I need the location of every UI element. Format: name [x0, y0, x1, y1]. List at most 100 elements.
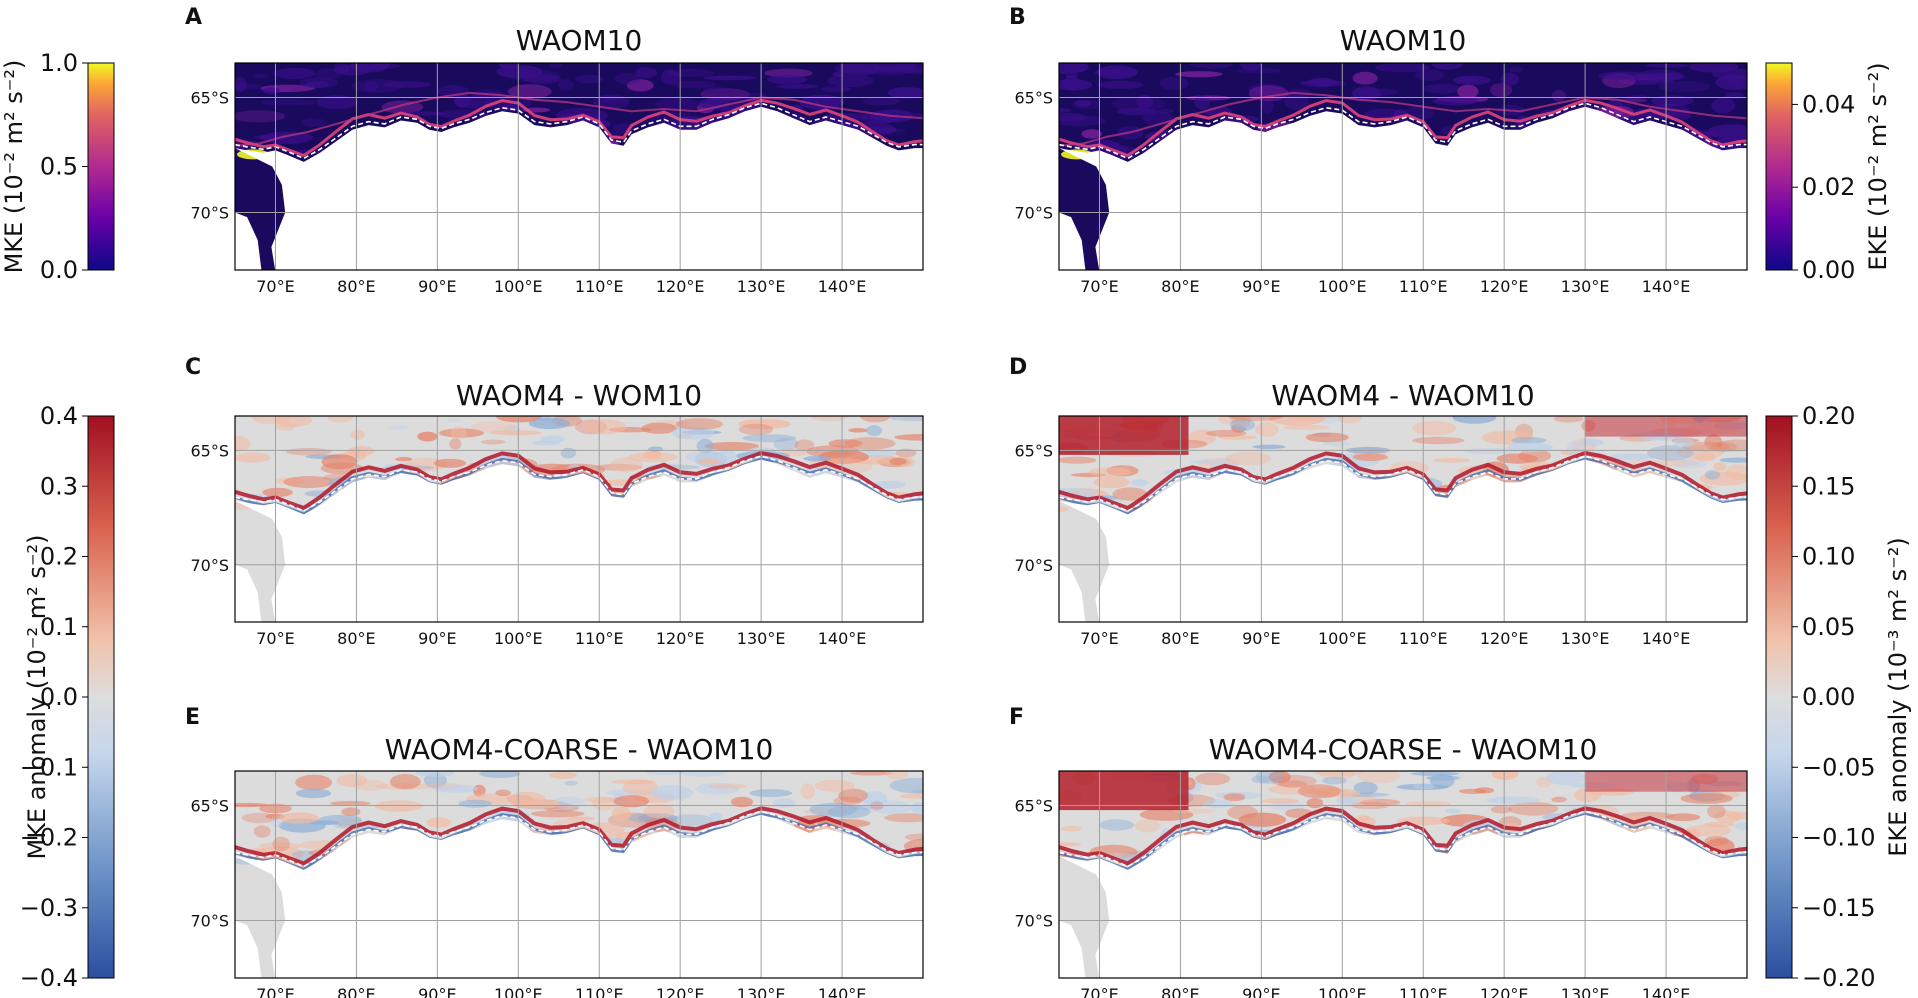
panel-letter: E [185, 705, 200, 730]
field-patch [838, 788, 868, 803]
panel-title: WAOM10 [1340, 24, 1467, 57]
field-patch [695, 782, 740, 795]
lon-tick-label: 110°E [575, 985, 624, 998]
field-patch [1666, 813, 1701, 822]
field-patch [416, 771, 455, 777]
panel-d-map [1059, 416, 1747, 622]
lat-tick-label: 65°S [190, 797, 229, 816]
lon-tick-label: 100°E [1318, 277, 1367, 296]
field-patch [850, 771, 893, 776]
lon-tick-label: 80°E [337, 629, 375, 648]
field-patch [426, 817, 452, 828]
field-patch [1268, 771, 1291, 783]
slope-current [1059, 98, 1747, 158]
colorbar-tick-label: −0.15 [1802, 894, 1876, 922]
field-patch [1725, 464, 1747, 480]
field-patch [1284, 94, 1309, 110]
panel-a-map [235, 63, 923, 270]
colorbar-tick-label: 0.1 [40, 613, 78, 641]
field-patch [1459, 788, 1487, 794]
field-patch [1203, 799, 1234, 809]
field-patch [1194, 95, 1210, 110]
panel-letter: F [1009, 705, 1024, 730]
lon-tick-label: 100°E [1318, 985, 1367, 998]
field-patch [1694, 453, 1717, 462]
field-patch [872, 63, 917, 73]
colorbar-tick-label: 0.02 [1802, 173, 1855, 201]
field-patch [1500, 73, 1519, 86]
field-patch [1227, 805, 1258, 820]
field-patch [471, 421, 517, 433]
field-patch [1223, 793, 1246, 802]
colorbar-tick-label: 1.0 [40, 49, 78, 77]
antarctic-land [1059, 459, 1747, 622]
panel-e: 70°E 80°E 90°E 100°E 110°E 120°E 130°E 140°E 65°… [185, 705, 924, 998]
field-patch [1071, 100, 1101, 110]
colorbar-gradient [1765, 62, 1793, 271]
field-patch [904, 833, 923, 841]
field-patch [253, 825, 271, 838]
field-patch [1268, 416, 1325, 426]
field-patch [833, 796, 863, 806]
field-patch [596, 463, 643, 471]
lon-tick-label: 140°E [818, 629, 867, 648]
field-patch [395, 457, 412, 462]
field-patch [709, 812, 723, 822]
lon-tick-label: 100°E [494, 629, 543, 648]
field-patch [329, 800, 371, 806]
lon-tick-label: 140°E [1642, 985, 1691, 998]
field-patch [1262, 798, 1299, 804]
panel-f: 70°E 80°E 90°E 100°E 110°E 120°E 130°E 140°E 65°… [1009, 705, 1748, 998]
anomaly-jet-positive [1059, 806, 1747, 866]
field-patch [1605, 106, 1634, 119]
eke-hotspot-west [1059, 416, 1189, 455]
field-patch [910, 802, 923, 815]
field-patch [742, 434, 797, 443]
colorbar-tick-label: 0.00 [1802, 683, 1855, 711]
lon-tick-label: 70°E [256, 277, 294, 296]
field-patch [1353, 781, 1378, 795]
field-patch [433, 784, 478, 793]
field-patch [480, 439, 506, 445]
lon-tick-label: 130°E [737, 277, 786, 296]
isobath-1000m [1059, 810, 1747, 868]
field-patch [1685, 824, 1732, 837]
field-patch [346, 63, 402, 69]
field-patch [235, 76, 247, 92]
field-patch [866, 425, 883, 437]
field-patch [1357, 771, 1401, 784]
lon-tick-label: 140°E [1642, 277, 1691, 296]
field-patch [1716, 439, 1747, 452]
field-patch [528, 417, 570, 430]
field-patch [1059, 108, 1072, 113]
field-patch [449, 438, 462, 450]
lon-tick-label: 90°E [1242, 277, 1280, 296]
field-patch [911, 789, 923, 794]
field-patch [1491, 771, 1519, 780]
isobath-1000m [235, 102, 923, 160]
field-patch [1134, 819, 1161, 833]
field-patch [235, 435, 251, 452]
field-patch [1074, 100, 1092, 107]
field-patch [773, 437, 799, 451]
field-patch [381, 100, 424, 114]
field-patch [1511, 437, 1547, 444]
lon-tick-label: 130°E [737, 985, 786, 998]
field-patch [862, 97, 901, 106]
field-patch [557, 79, 575, 91]
panel-c: 70°E 80°E 90°E 100°E 110°E 120°E 130°E 140°E 65°… [185, 355, 924, 648]
field-patch [1680, 793, 1733, 804]
lon-tick-label: 120°E [1480, 629, 1529, 648]
field-patch [827, 805, 871, 819]
field-patch [593, 94, 630, 110]
field-patch [1217, 416, 1235, 424]
field-patch [279, 812, 319, 824]
panel-a: 70°E 80°E 90°E 100°E 110°E 120°E 130°E 140°E 65°… [185, 5, 924, 296]
field-patch [508, 69, 561, 82]
colorbar-gradient [87, 62, 115, 271]
panel-title: WAOM4-COARSE - WAOM10 [385, 733, 774, 766]
field-patch [316, 68, 341, 81]
field-patch [1705, 470, 1721, 480]
field-patch [912, 68, 923, 73]
field-patch [702, 87, 732, 94]
